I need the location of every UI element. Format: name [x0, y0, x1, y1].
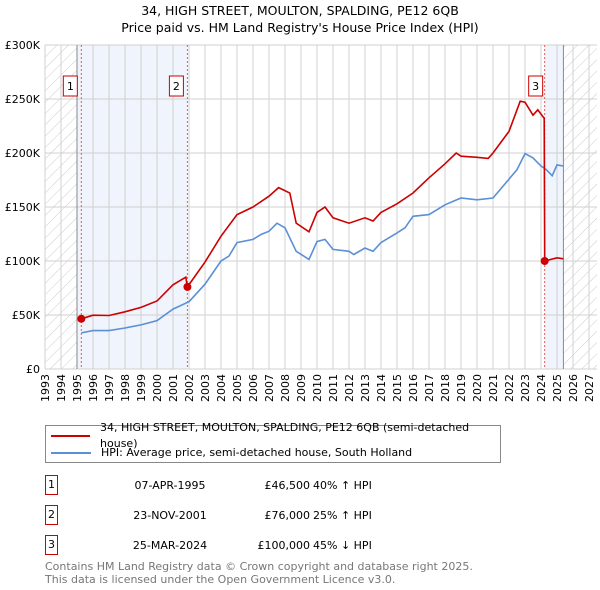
x-tick-label: 2008	[279, 374, 292, 402]
table-row: 2 23-NOV-2001 £76,000 25% ↑ HPI	[45, 505, 445, 526]
sale-marker: 3	[45, 535, 58, 555]
x-tick-label: 2017	[423, 374, 436, 402]
x-tick-label: 2002	[183, 374, 196, 402]
sale-date: 23-NOV-2001	[133, 509, 207, 522]
table-row: 1 07-APR-1995 £46,500 40% ↑ HPI	[45, 475, 445, 496]
footer-copyright: Contains HM Land Registry data © Crown c…	[45, 560, 473, 573]
sale-point	[183, 282, 192, 291]
x-tick-label: 1997	[103, 374, 116, 402]
legend-red-line	[51, 435, 91, 437]
legend-label: HPI: Average price, semi-detached house,…	[101, 446, 413, 459]
chart-title: 34, HIGH STREET, MOULTON, SPALDING, PE12…	[141, 3, 459, 18]
sale-hpi-diff: 25% ↑ HPI	[313, 509, 372, 522]
x-tick-label: 2027	[583, 374, 596, 402]
x-tick-label: 2005	[231, 374, 244, 402]
legend: 34, HIGH STREET, MOULTON, SPALDING, PE12…	[45, 421, 501, 463]
table-row: 3 25-MAR-2024 £100,000 45% ↓ HPI	[45, 535, 445, 556]
y-tick-label: £150K	[5, 201, 41, 214]
x-tick-label: 2010	[311, 374, 324, 402]
x-tick-label: 2019	[455, 374, 468, 402]
x-tick-label: 2018	[439, 374, 452, 402]
x-tick-label: 2013	[359, 374, 372, 402]
sale-date: 25-MAR-2024	[132, 539, 208, 552]
x-tick-label: 1998	[119, 374, 132, 402]
legend-item-hpi: HPI: Average price, semi-detached house,…	[51, 445, 412, 461]
x-tick-label: 2023	[519, 374, 532, 402]
x-tick-label: 2011	[327, 374, 340, 402]
sale-label: 3	[532, 80, 539, 93]
x-tick-label: 2026	[567, 374, 580, 402]
x-tick-label: 2024	[535, 374, 548, 402]
x-tick-label: 1996	[87, 374, 100, 402]
x-tick-label: 2014	[375, 374, 388, 402]
x-tick-label: 2001	[167, 374, 180, 402]
legend-blue-line	[51, 452, 91, 454]
sale-point	[540, 257, 549, 265]
x-tick-label: 2003	[199, 374, 212, 402]
x-tick-label: 2007	[263, 374, 276, 402]
sale-point	[77, 314, 86, 323]
legend-item-property: 34, HIGH STREET, MOULTON, SPALDING, PE12…	[51, 421, 500, 450]
sale-price: £76,000	[264, 509, 311, 522]
x-tick-label: 2009	[295, 374, 308, 402]
sale-price: £46,500	[264, 479, 311, 492]
x-tick-label: 2012	[343, 374, 356, 402]
hpi-line	[81, 152, 564, 334]
footer-licence: This data is licensed under the Open Gov…	[45, 573, 396, 586]
sale-date: 07-APR-1995	[134, 479, 206, 492]
sale-hpi-diff: 40% ↑ HPI	[313, 479, 372, 492]
property-price-line	[81, 100, 564, 320]
x-tick-label: 2020	[471, 374, 484, 402]
x-tick-label: 2016	[407, 374, 420, 402]
price-chart: 1993 1994 1995 1996 1997 1998 1999 2000 2001 2002…	[5, 39, 597, 402]
y-tick-label: £300K	[5, 39, 41, 52]
y-tick-label: £250K	[5, 93, 41, 106]
sale-label-box	[62, 75, 78, 97]
x-tick-label: 2006	[247, 374, 260, 402]
x-tick-label: 1995	[71, 374, 84, 402]
sale-price: £100,000	[257, 539, 311, 552]
y-tick-label: £100K	[5, 255, 41, 268]
legend-label: 34, HIGH STREET, MOULTON, SPALDING, PE12…	[100, 421, 470, 450]
sale-label-box	[528, 75, 544, 97]
y-tick-label: £0	[26, 363, 40, 376]
sale-label: 2	[173, 80, 180, 93]
x-tick-label: 2025	[551, 374, 564, 402]
x-tick-label: 2000	[151, 374, 164, 402]
y-tick-label: £200K	[5, 147, 41, 160]
y-tick-label: £50K	[12, 309, 41, 322]
sale-label: 1	[67, 80, 74, 93]
x-tick-label: 1999	[135, 374, 148, 402]
x-tick-label: 1993	[39, 374, 52, 402]
sale-marker: 2	[45, 505, 58, 525]
x-tick-label: 2022	[503, 374, 516, 402]
sale-marker: 1	[45, 475, 58, 495]
x-tick-label: 2004	[215, 374, 228, 402]
x-tick-label: 2015	[391, 374, 404, 402]
sale-hpi-diff: 45% ↓ HPI	[313, 539, 372, 552]
sale-label-box	[168, 75, 184, 97]
x-tick-label: 2021	[487, 374, 500, 402]
chart-subtitle: Price paid vs. HM Land Registry's House …	[121, 20, 479, 35]
x-tick-label: 1994	[55, 374, 68, 402]
